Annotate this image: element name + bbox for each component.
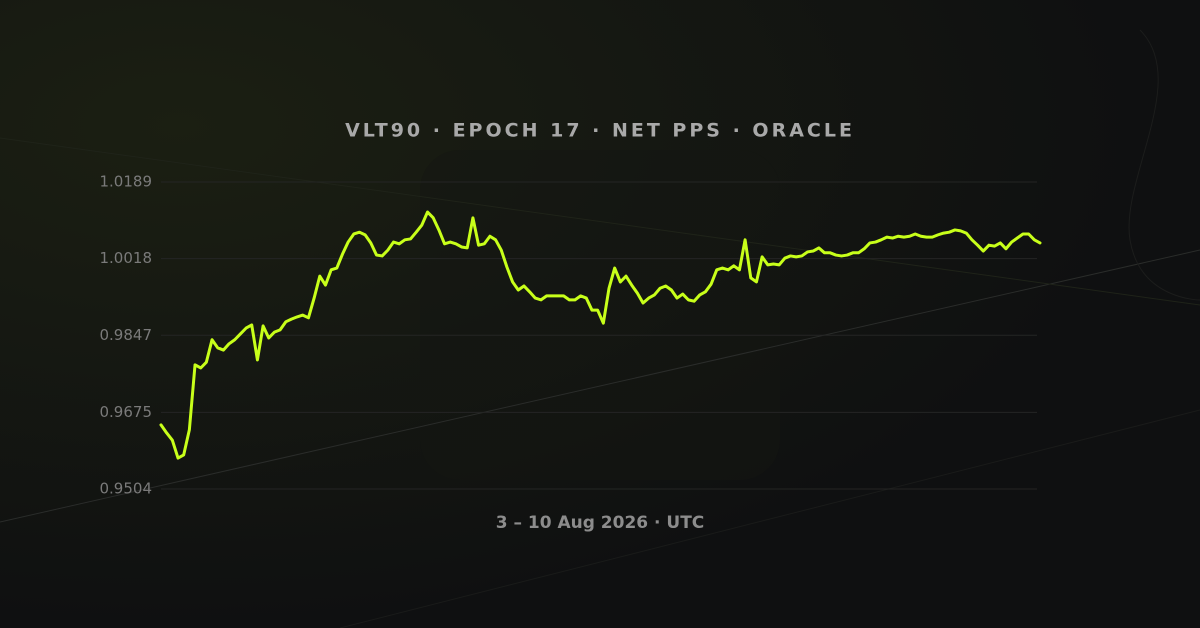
decor-curve: [1128, 29, 1200, 301]
y-tick-label: 0.9504: [100, 480, 153, 498]
y-tick-label: 0.9847: [100, 326, 153, 344]
decor-line: [0, 249, 1200, 523]
y-tick-label: 1.0189: [100, 173, 153, 191]
decor-line: [339, 409, 1200, 628]
data-line: [159, 210, 1042, 460]
y-tick-label: 0.9675: [100, 403, 153, 421]
chart-title: VLT90 · EPOCH 17 · NET PPS · ORACLE: [345, 120, 855, 142]
chart-subtitle: 3 – 10 Aug 2026 · UTC: [496, 513, 705, 533]
decor-line: [0, 137, 1200, 306]
y-tick-label: 1.0018: [100, 249, 153, 267]
